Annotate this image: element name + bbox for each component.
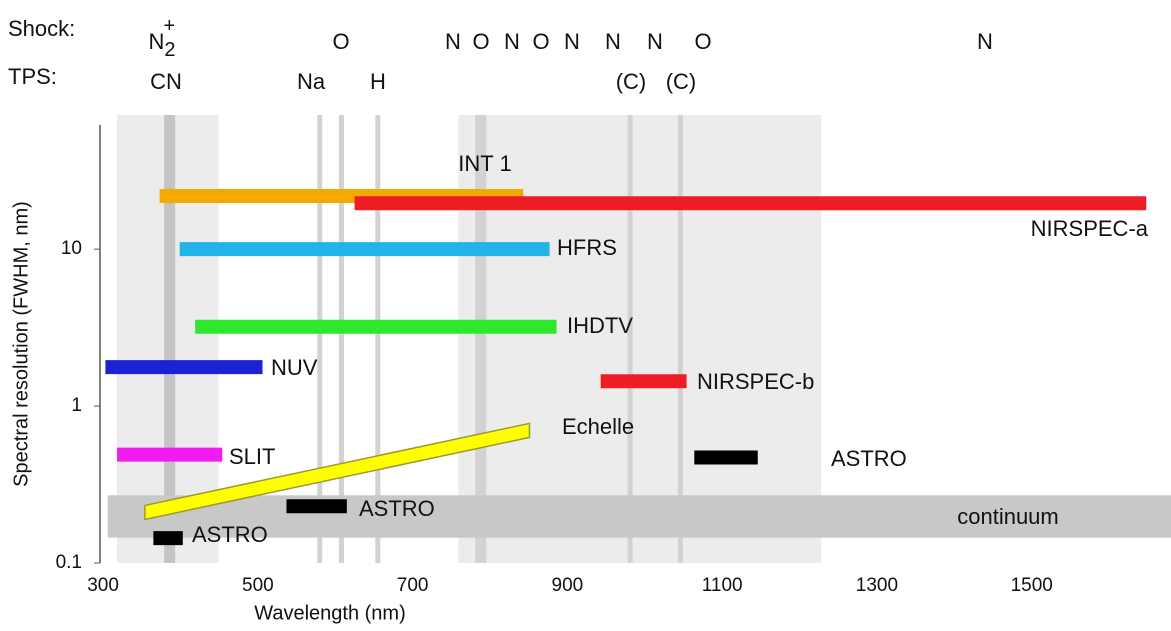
series-label: ASTRO — [359, 496, 435, 521]
series-label: IHDTV — [567, 313, 633, 338]
shock-label: N — [605, 29, 621, 54]
shock-label: O — [532, 29, 549, 54]
series-label: NIRSPEC-b — [697, 369, 814, 394]
range-bar — [354, 196, 1147, 211]
tps-label: Na — [297, 69, 326, 94]
y-tick-label: 10 — [61, 238, 82, 259]
series-label: ASTRO — [831, 446, 907, 471]
continuum-band — [107, 495, 1171, 538]
shock-label: N — [564, 29, 580, 54]
shock-label: O — [332, 29, 349, 54]
series-label: Echelle — [562, 414, 634, 439]
y-tick-label: 0.1 — [56, 552, 82, 573]
range-bar — [694, 450, 758, 465]
shock-label: N — [504, 29, 520, 54]
series-label: ASTRO — [192, 522, 268, 547]
x-tick-label: 500 — [242, 575, 274, 596]
range-bar — [600, 374, 687, 389]
row-title: Shock: — [8, 16, 75, 41]
tps-label: (C) — [666, 69, 697, 94]
tps-label: CN — [150, 69, 182, 94]
shock-label: N — [977, 29, 993, 54]
tps-label: (C) — [616, 69, 647, 94]
range-bar — [286, 499, 347, 514]
x-tick-label: 900 — [552, 575, 584, 596]
y-tick-label: 1 — [71, 395, 82, 416]
shock-label: N — [647, 29, 663, 54]
y-axis-label: Spectral resolution (FWHM, nm) — [10, 201, 32, 487]
range-bar — [153, 531, 183, 546]
shock-label-part: 2 — [164, 39, 175, 61]
x-tick-label: 300 — [87, 575, 119, 596]
series-label: NUV — [271, 355, 318, 380]
series-label: INT 1 — [458, 151, 511, 176]
range-bar — [117, 447, 223, 462]
shock-label: N — [445, 29, 461, 54]
shock-label: O — [694, 29, 711, 54]
shock-label-part: + — [164, 15, 176, 37]
x-tick-label: 1500 — [1011, 575, 1053, 596]
x-tick-label: 1100 — [702, 575, 743, 596]
shock-label: O — [472, 29, 489, 54]
shock-label-part: N — [148, 29, 164, 54]
x-axis-label: Wavelength (nm) — [254, 602, 406, 624]
x-tick-label: 1300 — [856, 575, 898, 596]
series-label: NIRSPEC-a — [1031, 216, 1149, 241]
series-label: HFRS — [557, 235, 617, 260]
continuum-label: continuum — [957, 504, 1059, 529]
x-tick-label: 700 — [397, 575, 429, 596]
row-title: TPS: — [8, 64, 57, 89]
range-bar — [144, 422, 531, 521]
tps-label: H — [370, 69, 386, 94]
background-layer — [107, 115, 1171, 563]
range-bar — [105, 360, 263, 375]
range-bar — [179, 242, 550, 257]
series-label: SLIT — [229, 444, 275, 469]
shock-label: N2+ — [148, 15, 175, 61]
range-bar — [195, 319, 557, 334]
